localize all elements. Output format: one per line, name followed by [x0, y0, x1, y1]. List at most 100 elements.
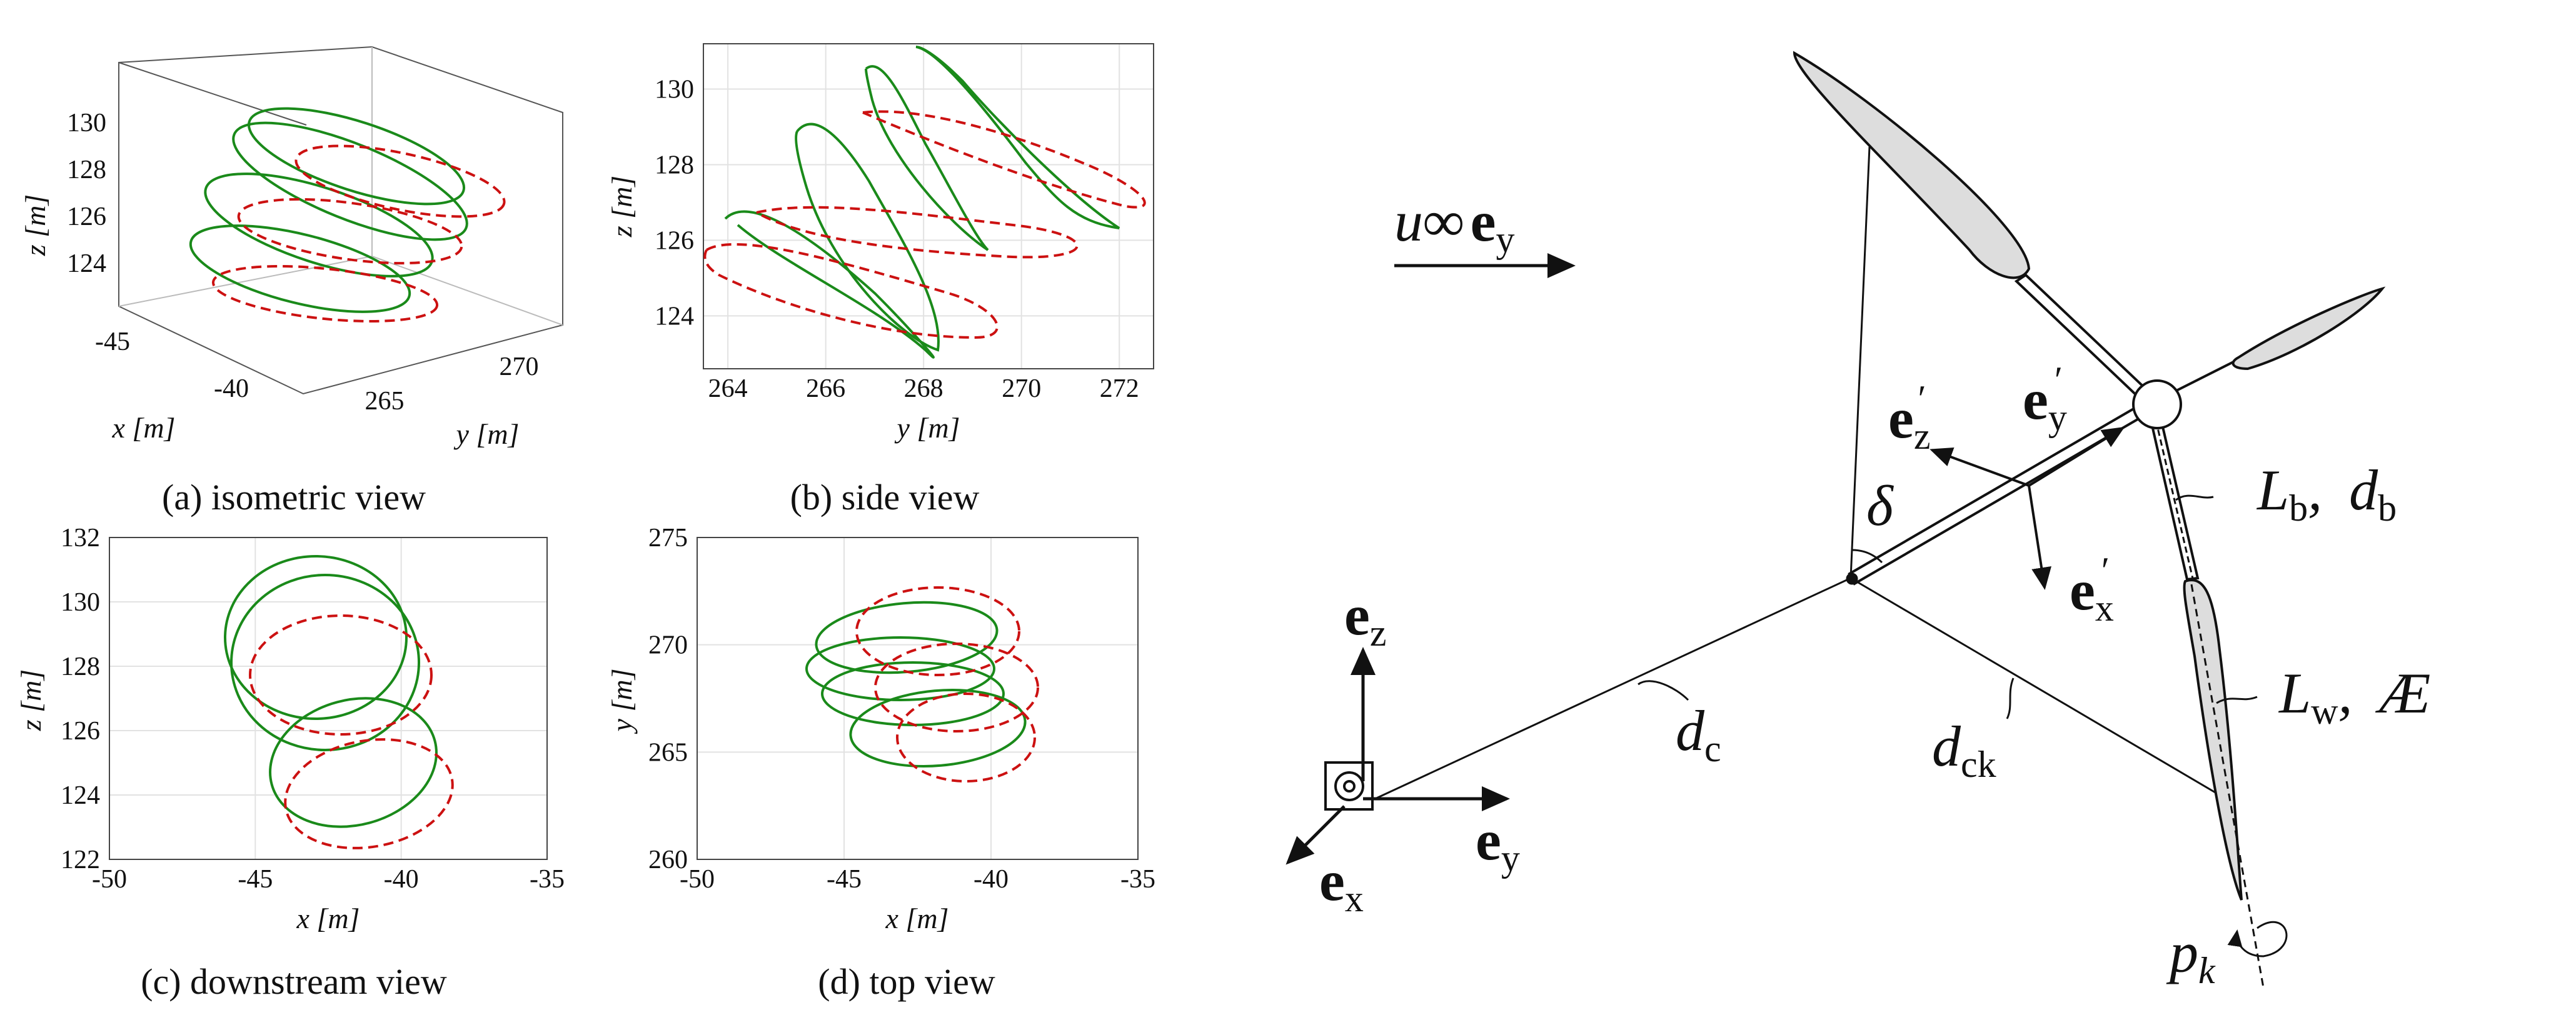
- panel-c-y-ticks: 122 124 126 128 130 132: [61, 524, 100, 874]
- dc-label: dc: [1676, 699, 1721, 769]
- tick-label: 130: [61, 588, 100, 617]
- panel-b-red-loop: [703, 243, 999, 339]
- panel-a-red-loop: [237, 198, 463, 265]
- panel-d-x-label: x [m]: [885, 902, 949, 934]
- tick-label: -35: [1120, 865, 1155, 894]
- tick-label: 270: [500, 352, 539, 381]
- panel-a-z-ticks: 130 128 126 124: [67, 109, 106, 278]
- ez-prime-label: ez′: [1888, 378, 1930, 457]
- panel-d-red-loop: [855, 586, 1020, 676]
- hub: [2132, 379, 2182, 429]
- panel-c-x-ticks: -50 -45 -40 -35: [92, 865, 565, 894]
- tick-label: -35: [530, 865, 565, 894]
- dck-label: dck: [1932, 714, 1996, 785]
- leader-lw: [2216, 696, 2258, 704]
- panel-b-green-loop: [915, 46, 1120, 229]
- panel-b-y-ticks: 124 126 128 130: [655, 76, 694, 331]
- tick-label: -40: [214, 374, 249, 403]
- panel-b-frame: [703, 43, 1154, 369]
- panel-a-z-label: z [m]: [19, 194, 51, 256]
- panel-b-green-loop: [724, 210, 935, 359]
- panel-a-trajectories: [189, 107, 506, 323]
- arm-right: [2166, 355, 2245, 397]
- tick-label: 124: [67, 249, 106, 278]
- panel-c-red-loop: [249, 614, 433, 736]
- panel-b-red-loop: [756, 206, 1079, 259]
- tick-label: 270: [648, 631, 688, 660]
- panel-a-red-loop: [294, 144, 506, 218]
- ex-label: ex: [1319, 849, 1364, 919]
- panel-a-isometric: 130 128 126 124 z [m] -45 -40 x [m] 265 …: [19, 46, 563, 518]
- rotation-arrow: [2227, 921, 2288, 958]
- ground-station: [1324, 761, 1374, 811]
- lb-db-label: Lb, db: [2256, 458, 2397, 529]
- tick-label: 260: [648, 846, 688, 874]
- panel-a-green-loop: [247, 107, 466, 206]
- blade-lower: [2183, 579, 2243, 901]
- pk-label: pk: [2166, 921, 2216, 991]
- panel-c-green-loop: [230, 574, 420, 751]
- tick-label: 265: [365, 387, 405, 416]
- tick-label: 128: [67, 156, 106, 184]
- tick-label: -50: [92, 865, 127, 894]
- tick-label: 265: [648, 738, 688, 767]
- tether-dc: [1372, 577, 1851, 801]
- leader-dc: [1638, 680, 1689, 701]
- tick-label: 272: [1100, 374, 1139, 403]
- panel-d-x-ticks: -50 -45 -40 -35: [680, 865, 1155, 894]
- panel-c-downstream-view: -50 -45 -40 -35 122 124 126 128 130 132 …: [15, 524, 565, 1002]
- ez-prime-arrow: [1929, 448, 2030, 487]
- delta-label: δ: [1866, 474, 1894, 538]
- panel-d-y-ticks: 260 265 270 275: [648, 524, 688, 874]
- ex-prime-arrow: [2028, 485, 2051, 590]
- panel-b-x-ticks: 264 266 268 270 272: [708, 374, 1139, 403]
- leader-lb: [2175, 494, 2214, 501]
- tick-label: 264: [708, 374, 748, 403]
- tick-label: 124: [655, 302, 694, 331]
- ground-circle-outer: [1334, 771, 1364, 801]
- tick-label: 275: [648, 524, 688, 552]
- tick-label: -45: [95, 328, 130, 356]
- panel-b-trajectories: [703, 46, 1146, 359]
- blade-right: [2231, 286, 2386, 371]
- caption-c: (c) downstream view: [141, 961, 447, 1002]
- tick-label: 270: [1002, 374, 1041, 403]
- tick-label: 126: [61, 717, 100, 746]
- blade-upper: [1793, 51, 2031, 279]
- panel-b-side-view: 264 266 268 270 272 124 126 128 130 y [m…: [606, 43, 1154, 518]
- diagram-labels: u∞ ey ez′ ey′ ex′ δ Lb, db Lw, Æ dc dck p…: [1319, 189, 2430, 991]
- blade-lower-axis: [2190, 584, 2265, 988]
- tick-label: 126: [655, 226, 694, 255]
- panel-b-green-loop: [865, 65, 989, 251]
- panel-c-red-loop: [284, 738, 454, 849]
- panel-a-x-ticks: -45 -40: [95, 328, 249, 403]
- tick-label: 122: [61, 846, 100, 874]
- tick-label: 268: [904, 374, 943, 403]
- kite-schematic: [1285, 51, 2386, 988]
- ey-prime-arrow: [2028, 426, 2125, 487]
- ground-circle-inner: [1343, 780, 1356, 792]
- tick-label: 130: [655, 76, 694, 104]
- panel-a-y-ticks: 265 270: [365, 352, 539, 416]
- caption-d: (d) top view: [818, 961, 995, 1002]
- ey-label: ey: [1476, 808, 1520, 879]
- tick-label: -40: [384, 865, 419, 894]
- panel-d-red-loop: [896, 692, 1036, 782]
- panel-d-red-loop: [874, 642, 1039, 732]
- panel-b-grid: [703, 44, 1154, 369]
- leader-dck: [2006, 678, 2015, 719]
- tick-label: -40: [974, 865, 1009, 894]
- panel-b-green-loop: [795, 122, 940, 352]
- tether-upper-blade: [1849, 146, 1871, 579]
- tick-label: 126: [67, 202, 106, 231]
- tick-label: 128: [655, 151, 694, 179]
- panel-a-green-loop: [232, 121, 468, 241]
- ez-label: ez: [1344, 583, 1386, 654]
- panel-c-green-loop: [224, 555, 408, 720]
- lw-ar-label: Lw, Æ: [2278, 661, 2430, 732]
- panel-c-y-label: z [m]: [15, 669, 47, 731]
- panel-c-grid: [109, 537, 548, 860]
- ex-prime-label: ex′: [2070, 550, 2114, 629]
- delta-arc: [1851, 549, 1883, 564]
